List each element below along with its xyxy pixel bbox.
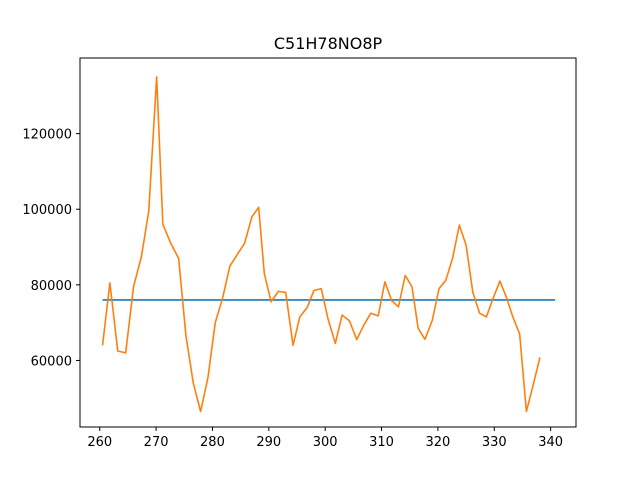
y-tick-label: 100000 bbox=[22, 203, 72, 218]
plot-frame bbox=[79, 57, 577, 428]
x-tick-label: 260 bbox=[87, 435, 112, 450]
x-tick-label: 280 bbox=[200, 435, 225, 450]
series-line-signal bbox=[101, 76, 541, 413]
series-layer bbox=[101, 76, 556, 413]
x-tick-label: 290 bbox=[256, 435, 281, 450]
axis-layer: 260 270 280 290 300 310 320 330 340 60000 80000 100… bbox=[22, 128, 563, 450]
x-tick-label: 330 bbox=[482, 435, 507, 450]
chart-title: C51H78NO8P bbox=[274, 34, 383, 53]
x-tick-label: 320 bbox=[425, 435, 450, 450]
x-tick-label: 340 bbox=[538, 435, 563, 450]
y-tick-label: 60000 bbox=[31, 354, 72, 369]
y-tick-label: 120000 bbox=[22, 128, 72, 143]
x-tick-label: 300 bbox=[313, 435, 338, 450]
x-tick-label: 310 bbox=[369, 435, 394, 450]
x-tick-label: 270 bbox=[144, 435, 169, 450]
y-tick-label: 80000 bbox=[31, 279, 72, 294]
